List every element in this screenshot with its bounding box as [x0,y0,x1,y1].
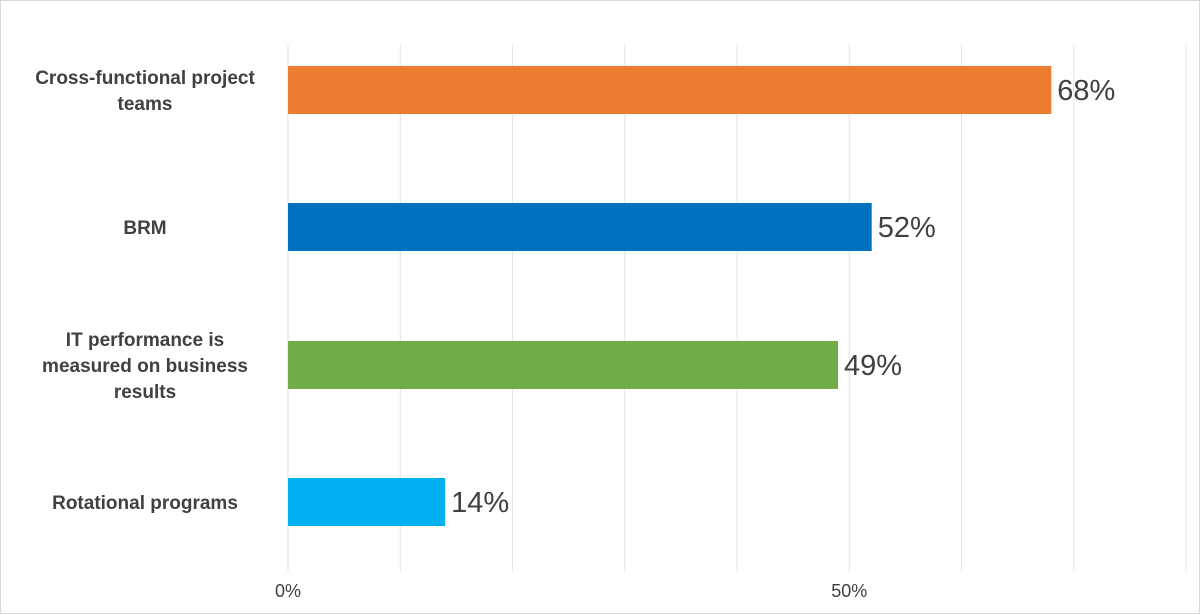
category-labels: Cross-functional project teams BRM IT perfo… [35,68,255,514]
value-label: 52% [878,212,936,244]
value-label: 49% [844,350,902,382]
bar [288,203,872,251]
bar [288,478,446,526]
category-label: BRM [123,218,166,239]
category-label: IT performance is measured on business res… [42,330,248,403]
category-label: Cross-functional project teams [35,68,255,115]
value-label: 68% [1057,75,1115,107]
bars [288,66,1052,526]
category-label: Rotational programs [52,493,238,514]
gridlines [287,45,1187,571]
value-labels: 68% 52% 49% 14% [451,75,1115,519]
x-tick-labels: 0% 50% [275,581,867,601]
value-label: 14% [451,487,509,519]
bar [288,66,1052,114]
x-tick-label: 50% [831,581,867,601]
bar [288,341,839,389]
x-tick-label: 0% [275,581,301,601]
